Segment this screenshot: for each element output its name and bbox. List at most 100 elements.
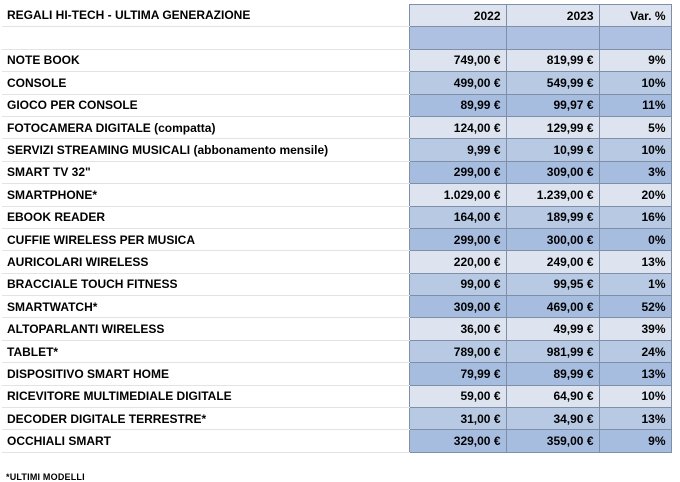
price-2022-cell[interactable]: 59,00 €: [408, 384, 507, 409]
var-percent-cell[interactable]: 10%: [598, 384, 672, 409]
item-label-cell[interactable]: SMARTWATCH*: [2, 295, 409, 319]
item-label-cell[interactable]: RICEVITORE MULTIMEDIALE DIGITALE: [2, 385, 409, 409]
table-row: SMARTPHONE* 1.029,00 €1.239,00 €20%: [2, 183, 672, 207]
price-2022-cell[interactable]: 299,00 €: [408, 160, 507, 185]
item-label-cell[interactable]: DECODER DIGITALE TERRESTRE*: [2, 407, 409, 431]
price-2022-cell[interactable]: 89,99 €: [408, 93, 507, 117]
price-2023-cell[interactable]: 64,90 €: [505, 384, 600, 409]
price-2023-cell[interactable]: 99,95 €: [505, 272, 600, 297]
var-percent-cell[interactable]: 1%: [598, 272, 672, 297]
var-percent-cell[interactable]: 13%: [598, 362, 672, 386]
price-2023-cell[interactable]: 300,00 €: [505, 227, 600, 252]
price-2022-cell[interactable]: 36,00 €: [408, 317, 507, 341]
blank-label-cell[interactable]: [2, 26, 409, 50]
item-label-cell[interactable]: CUFFIE WIRELESS PER MUSICA: [2, 228, 409, 252]
var-percent-cell[interactable]: 11%: [598, 93, 672, 117]
item-label-cell[interactable]: DISPOSITIVO SMART HOME: [2, 362, 409, 386]
price-2023-cell[interactable]: 359,00 €: [505, 429, 600, 453]
var-percent-cell[interactable]: 24%: [598, 339, 672, 364]
table-row: AURICOLARI WIRELESS 220,00 €249,00 €13%: [2, 250, 672, 274]
price-2022-cell[interactable]: 31,00 €: [408, 407, 507, 431]
price-2023-cell[interactable]: 309,00 €: [505, 160, 600, 185]
price-2023-cell[interactable]: 49,99 €: [505, 317, 600, 341]
item-label-cell[interactable]: NOTE BOOK: [2, 49, 409, 73]
item-label-cell[interactable]: TABLET*: [2, 340, 409, 364]
price-2023-cell[interactable]: 129,99 €: [505, 115, 600, 140]
table-title-cell[interactable]: REGALI HI-TECH - ULTIMA GENERAZIONE: [2, 4, 409, 28]
var-percent-cell[interactable]: 10%: [598, 71, 672, 95]
table-row: EBOOK READER 164,00 €189,99 €16%: [2, 205, 672, 229]
item-label-cell[interactable]: SERVIZI STREAMING MUSICALI (abbonamento …: [2, 138, 409, 162]
table-row: ALTOPARLANTI WIRELESS 36,00 €49,99 €39%: [2, 317, 672, 341]
blank-var-cell[interactable]: [598, 26, 672, 50]
header-2022-cell[interactable]: 2022: [408, 3, 507, 28]
blank-2022-cell[interactable]: [408, 26, 507, 50]
var-percent-cell[interactable]: 13%: [598, 250, 672, 274]
header-row: REGALI HI-TECH - ULTIMA GENERAZIONE 2022…: [2, 3, 672, 28]
table-row: SERVIZI STREAMING MUSICALI (abbonamento …: [2, 138, 672, 162]
footnote-text[interactable]: *ULTIMI MODELLI: [6, 472, 85, 482]
var-percent-cell[interactable]: 20%: [598, 183, 672, 207]
var-percent-cell[interactable]: 3%: [598, 160, 672, 185]
header-var-cell[interactable]: Var. %: [598, 3, 672, 28]
price-2023-cell[interactable]: 189,99 €: [505, 205, 600, 229]
price-2023-cell[interactable]: 1.239,00 €: [505, 183, 600, 207]
table-row: DECODER DIGITALE TERRESTRE* 31,00 €34,90 …: [2, 407, 672, 431]
item-label-cell[interactable]: SMART TV 32": [2, 161, 409, 185]
price-2023-cell[interactable]: 89,99 €: [505, 362, 600, 386]
price-2023-cell[interactable]: 249,00 €: [505, 250, 600, 274]
table-row: TABLET* 789,00 €981,99 €24%: [2, 339, 672, 364]
price-2023-cell[interactable]: 549,99 €: [505, 71, 600, 95]
price-2023-cell[interactable]: 10,99 €: [505, 138, 600, 162]
price-2022-cell[interactable]: 299,00 €: [408, 227, 507, 252]
price-2022-cell[interactable]: 99,00 €: [408, 272, 507, 297]
item-label-cell[interactable]: OCCHIALI SMART: [2, 429, 409, 453]
price-2022-cell[interactable]: 1.029,00 €: [408, 183, 507, 207]
var-percent-cell[interactable]: 39%: [598, 317, 672, 341]
var-percent-cell[interactable]: 10%: [598, 138, 672, 162]
price-2023-cell[interactable]: 819,99 €: [505, 48, 600, 73]
price-2022-cell[interactable]: 124,00 €: [408, 115, 507, 140]
table-row: DISPOSITIVO SMART HOME 79,99 €89,99 €13%: [2, 362, 672, 386]
item-label-cell[interactable]: AURICOLARI WIRELESS: [2, 250, 409, 274]
item-label-cell[interactable]: BRACCIALE TOUCH FITNESS: [2, 273, 409, 297]
var-percent-cell[interactable]: 9%: [598, 48, 672, 73]
price-2022-cell[interactable]: 789,00 €: [408, 339, 507, 364]
var-percent-cell[interactable]: 5%: [598, 115, 672, 140]
price-2023-cell[interactable]: 34,90 €: [505, 407, 600, 431]
price-2022-cell[interactable]: 309,00 €: [408, 295, 507, 319]
blank-row: [2, 26, 672, 50]
table-row: GIOCO PER CONSOLE 89,99 €99,97 €11%: [2, 93, 672, 117]
table-row: CONSOLE 499,00 €549,99 €10%: [2, 71, 672, 95]
price-2022-cell[interactable]: 164,00 €: [408, 205, 507, 229]
table-row: FOTOCAMERA DIGITALE (compatta) 124,00 €12…: [2, 115, 672, 140]
item-label-cell[interactable]: CONSOLE: [2, 71, 409, 95]
price-2022-cell[interactable]: 749,00 €: [408, 48, 507, 73]
price-2022-cell[interactable]: 499,00 €: [408, 71, 507, 95]
item-label-cell[interactable]: ALTOPARLANTI WIRELESS: [2, 317, 409, 341]
item-label-cell[interactable]: FOTOCAMERA DIGITALE (compatta): [2, 116, 409, 140]
price-2023-cell[interactable]: 469,00 €: [505, 295, 600, 319]
price-table: REGALI HI-TECH - ULTIMA GENERAZIONE 2022…: [2, 3, 672, 453]
price-2022-cell[interactable]: 220,00 €: [408, 250, 507, 274]
var-percent-cell[interactable]: 13%: [598, 407, 672, 431]
table-row: OCCHIALI SMART 329,00 €359,00 €9%: [2, 429, 672, 453]
price-2022-cell[interactable]: 9,99 €: [408, 138, 507, 162]
item-label-cell[interactable]: SMARTPHONE*: [2, 183, 409, 207]
price-2023-cell[interactable]: 99,97 €: [505, 93, 600, 117]
item-label-cell[interactable]: GIOCO PER CONSOLE: [2, 94, 409, 117]
table-row: SMART TV 32" 299,00 €309,00 €3%: [2, 160, 672, 185]
item-label-cell[interactable]: EBOOK READER: [2, 206, 409, 229]
blank-2023-cell[interactable]: [505, 26, 600, 50]
var-percent-cell[interactable]: 16%: [598, 205, 672, 229]
price-2023-cell[interactable]: 981,99 €: [505, 339, 600, 364]
price-2022-cell[interactable]: 329,00 €: [408, 429, 507, 453]
var-percent-cell[interactable]: 52%: [598, 295, 672, 319]
table-row: RICEVITORE MULTIMEDIALE DIGITALE 59,00 €6…: [2, 384, 672, 409]
header-2023-cell[interactable]: 2023: [505, 3, 600, 28]
price-2022-cell[interactable]: 79,99 €: [408, 362, 507, 386]
var-percent-cell[interactable]: 0%: [598, 227, 672, 252]
table-row: BRACCIALE TOUCH FITNESS 99,00 €99,95 €1%: [2, 272, 672, 297]
var-percent-cell[interactable]: 9%: [598, 429, 672, 453]
